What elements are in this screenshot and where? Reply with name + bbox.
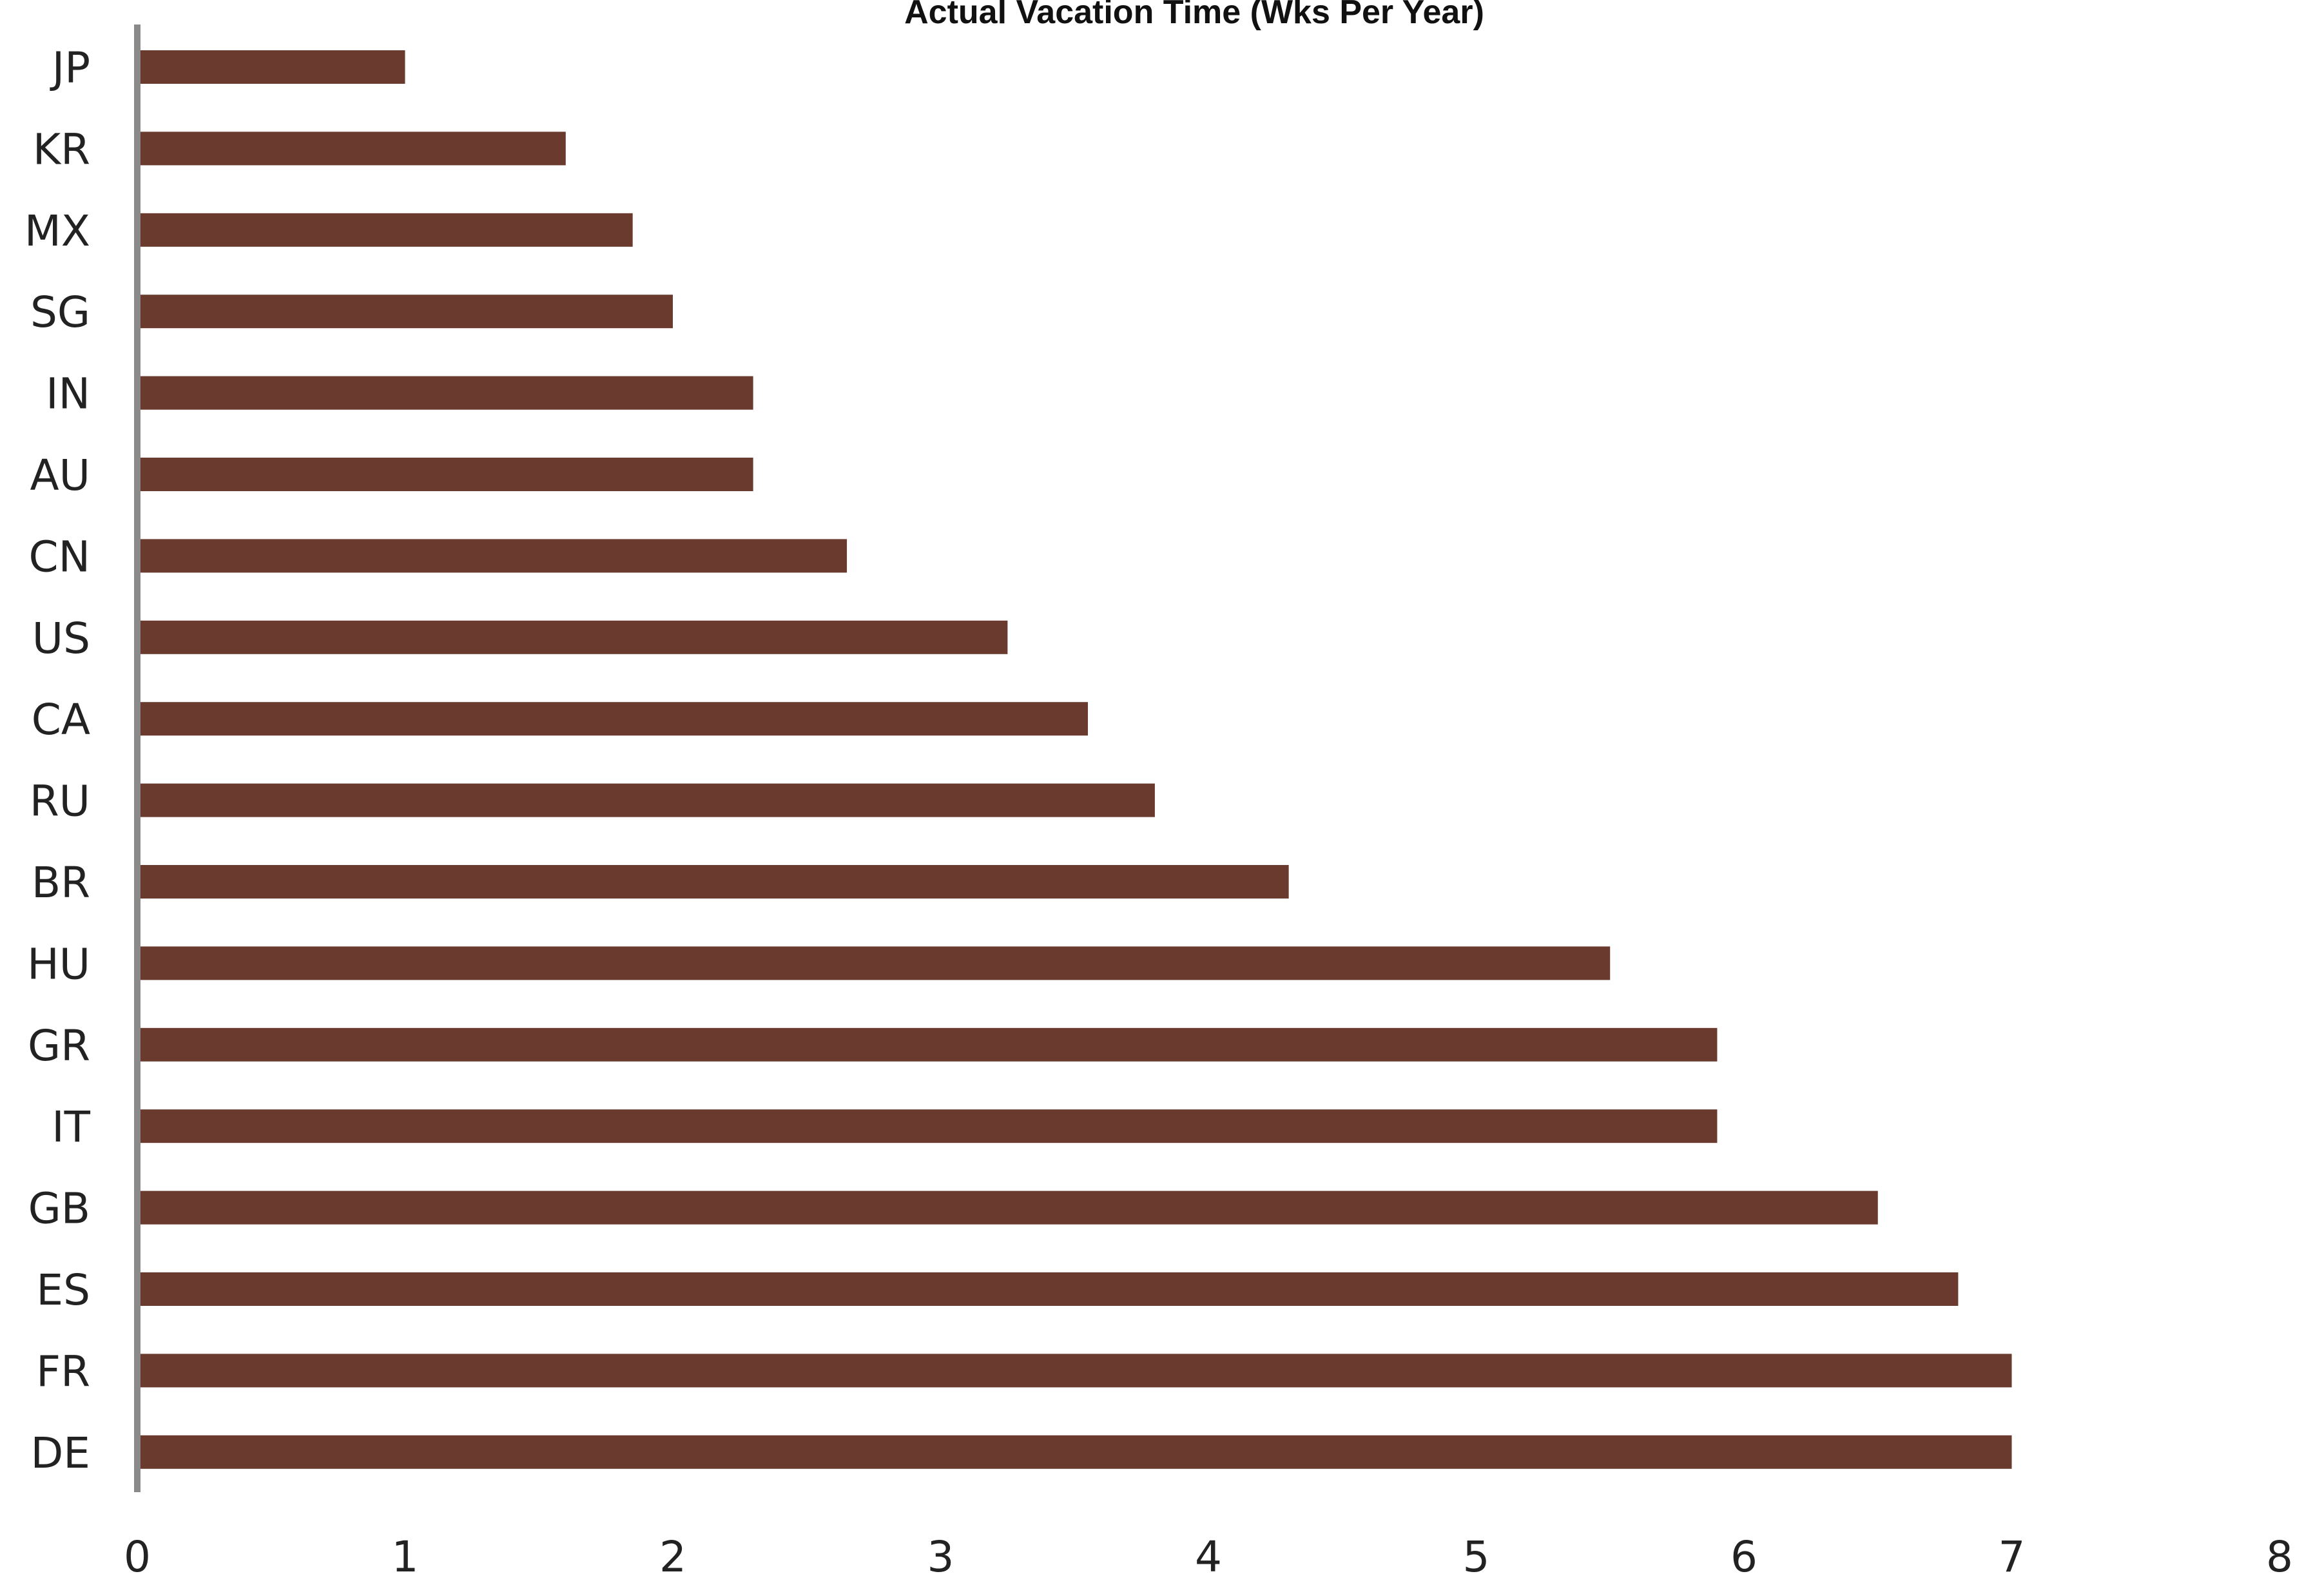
x-tick-label-2: 2 [659, 1532, 686, 1582]
category-label-hu: HU [27, 939, 90, 989]
bar-hu [137, 946, 1611, 980]
category-label-cn: CN [29, 532, 90, 581]
bar-jp [137, 50, 405, 84]
category-label-sg: SG [30, 287, 90, 337]
category-label-us: US [32, 614, 90, 663]
category-label-br: BR [32, 858, 90, 908]
bar-de [137, 1435, 2012, 1469]
x-tick-label-7: 7 [1999, 1532, 2026, 1582]
bars-layer [137, 50, 2012, 1469]
x-tick-label-0: 0 [124, 1532, 151, 1582]
category-label-gr: GR [28, 1021, 90, 1071]
x-tick-labels: 0 1 2 3 4 5 6 7 8 [124, 1532, 2293, 1582]
bar-au [137, 458, 753, 491]
x-tick-label-4: 4 [1195, 1532, 1222, 1582]
bar-in [137, 376, 753, 410]
bar-gr [137, 1027, 1718, 1062]
bar-es [137, 1272, 1959, 1306]
x-tick-label-8: 8 [2266, 1532, 2293, 1582]
bar-ru [137, 783, 1155, 817]
category-label-in: IN [46, 369, 90, 419]
bar-kr [137, 131, 566, 166]
category-label-gb: GB [28, 1184, 90, 1234]
x-tick-label-3: 3 [927, 1532, 954, 1582]
bar-fr [137, 1354, 2012, 1388]
bar-cn [137, 539, 847, 573]
category-label-it: IT [52, 1102, 90, 1152]
category-label-au: AU [30, 451, 90, 500]
x-tick-label-5: 5 [1463, 1532, 1490, 1582]
x-tick-label-6: 6 [1730, 1532, 1758, 1582]
bar-ca [137, 702, 1089, 736]
bar-us [137, 620, 1008, 654]
category-label-ru: RU [30, 777, 90, 826]
category-label-fr: FR [36, 1346, 90, 1396]
bar-it [137, 1109, 1718, 1143]
category-labels: JP KR MX SG IN AU CN US CA RU BR HU GR IT GB ES FR DE [24, 43, 91, 1478]
category-label-de: DE [30, 1428, 90, 1478]
bar-sg [137, 295, 673, 329]
bar-br [137, 865, 1289, 899]
category-label-mx: MX [24, 206, 90, 256]
x-tick-label-1: 1 [392, 1532, 419, 1582]
category-label-jp: JP [50, 43, 90, 93]
bar-mx [137, 213, 633, 247]
category-label-es: ES [36, 1265, 90, 1315]
chart-title: Actual Vacation Time (Wks Per Year) [904, 0, 1484, 31]
bar-gb [137, 1191, 1878, 1225]
category-label-kr: KR [33, 124, 90, 174]
category-label-ca: CA [32, 695, 90, 744]
